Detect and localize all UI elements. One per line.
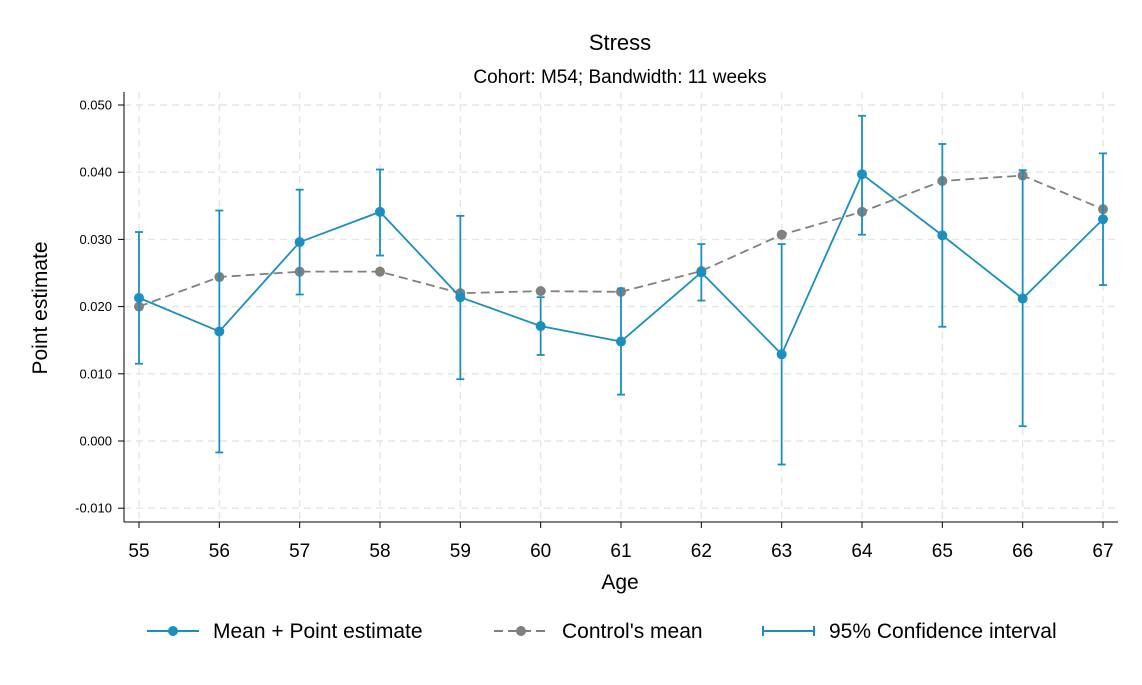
x-tick-label: 67 <box>1092 541 1113 562</box>
legend-item-control: Control's mean <box>494 620 703 643</box>
y-tick-label: 0.040 <box>79 165 112 180</box>
control-mean-point <box>776 229 787 240</box>
x-tick-label: 63 <box>771 541 792 562</box>
y-tick-labels: -0.010 0.000 0.010 0.020 0.030 0.040 0.050 <box>75 98 112 516</box>
mean-point-estimate-point <box>776 349 787 360</box>
chart-title: Stress <box>589 30 651 55</box>
x-tick-label: 60 <box>530 541 551 562</box>
mean-point-estimate-point <box>616 336 626 347</box>
legend-label-control: Control's mean <box>562 620 703 643</box>
control-mean-point <box>375 266 385 277</box>
x-tick-label: 59 <box>450 541 471 562</box>
x-tick-label: 56 <box>209 541 230 562</box>
legend-label-main: Mean + Point estimate <box>213 620 423 643</box>
mean-point-estimate-point <box>696 267 707 278</box>
x-tick-label: 61 <box>610 541 631 562</box>
x-tick-label: 58 <box>369 541 390 562</box>
mean-point-estimate-point <box>455 292 466 303</box>
mean-point-estimate-point <box>857 169 867 180</box>
y-tick-label: 0.010 <box>79 366 112 381</box>
mean-point-estimate-point <box>375 206 385 217</box>
x-tick-labels: 55 56 57 58 59 60 61 62 63 64 65 66 67 <box>128 541 1113 562</box>
mean-point-estimate-point <box>1098 214 1108 225</box>
mean-point-estimate-point <box>937 230 948 241</box>
x-tick-label: 66 <box>1012 541 1033 562</box>
x-tick-label: 57 <box>289 541 310 562</box>
x-tick-label: 55 <box>128 541 149 562</box>
mean-point-estimate-point <box>214 326 225 337</box>
legend-item-main: Mean + Point estimate <box>147 620 423 643</box>
x-axis-label: Age <box>601 571 638 594</box>
legend: Mean + Point estimate Control's mean 95%… <box>147 620 1057 643</box>
y-tick-label: 0.050 <box>79 98 112 113</box>
x-tick-label: 64 <box>851 541 873 562</box>
y-axis-label: Point estimate <box>29 241 52 374</box>
legend-item-ci: 95% Confidence interval <box>762 620 1057 643</box>
x-tick-label: 65 <box>932 541 953 562</box>
mean-point-estimate-point <box>134 292 144 303</box>
control-mean-point <box>535 286 546 297</box>
x-tick-label: 62 <box>691 541 712 562</box>
y-tick-label: 0.000 <box>79 434 112 449</box>
mean-point-estimate-point <box>1017 293 1028 304</box>
axes <box>118 92 1118 528</box>
mean-point-estimate-point <box>535 321 546 332</box>
y-tick-label: 0.030 <box>79 232 112 247</box>
chart-subtitle: Cohort: M54; Bandwidth: 11 weeks <box>473 67 766 88</box>
y-tick-label: -0.010 <box>75 501 112 516</box>
mean-point-estimate-point <box>294 237 305 248</box>
legend-label-ci: 95% Confidence interval <box>829 620 1057 643</box>
y-tick-label: 0.020 <box>79 299 112 314</box>
series-mean-point-estimate <box>134 169 1108 360</box>
